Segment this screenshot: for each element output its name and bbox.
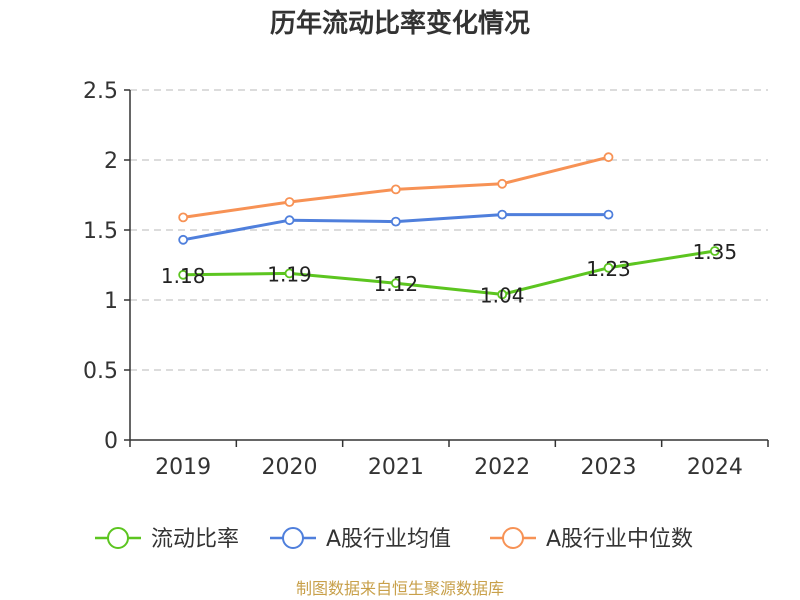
data-point xyxy=(284,197,295,207)
x-axis-ticks: 2019 2020 2021 2022 2023 2024 xyxy=(129,440,769,480)
data-label: 1.12 xyxy=(374,272,419,296)
legend: 流动比率 A股行业均值 A股行业中位数 xyxy=(95,527,693,552)
axes xyxy=(129,90,768,441)
legend-label: A股行业中位数 xyxy=(546,527,693,552)
data-label: 1.19 xyxy=(267,262,312,286)
legend-swatch-marker xyxy=(502,527,524,549)
grid-lines xyxy=(130,89,768,371)
data-point xyxy=(284,268,295,279)
data-point xyxy=(284,215,295,226)
data-point xyxy=(603,152,614,163)
series-line xyxy=(183,249,716,296)
legend-label: A股行业均值 xyxy=(326,527,451,552)
legend-swatch-marker xyxy=(107,527,129,549)
x-tick-label: 2023 xyxy=(581,455,637,480)
y-tick-label: 2 xyxy=(104,149,118,174)
data-point xyxy=(497,289,508,300)
y-tick-label: 1.5 xyxy=(83,219,118,244)
data-point xyxy=(178,212,189,223)
data-point xyxy=(390,278,401,289)
y-tick-label: 0.5 xyxy=(83,359,118,384)
y-tick-label: 1 xyxy=(104,289,118,314)
chart-title: 历年流动比率变化情况 xyxy=(270,8,530,39)
source-note: 制图数据来自恒生聚源数据库 xyxy=(296,579,504,598)
x-tick-label: 2024 xyxy=(687,455,743,480)
data-point xyxy=(178,269,189,280)
data-point xyxy=(390,216,401,227)
x-tick-label: 2019 xyxy=(155,455,211,480)
x-tick-label: 2020 xyxy=(262,455,318,480)
data-point xyxy=(390,184,401,195)
y-tick-label: 0 xyxy=(104,429,118,454)
data-point xyxy=(497,209,508,220)
y-axis-ticks: 0 0.5 1 1.5 2 2.5 xyxy=(83,79,130,454)
y-tick-label: 2.5 xyxy=(83,79,118,104)
data-label: 1.35 xyxy=(693,240,738,264)
x-tick-label: 2021 xyxy=(368,455,424,480)
series-lines xyxy=(178,152,720,300)
data-point xyxy=(603,262,614,273)
x-tick-label: 2022 xyxy=(474,455,530,480)
data-point xyxy=(497,178,508,189)
legend-label: 流动比率 xyxy=(151,527,239,552)
data-label: 1.04 xyxy=(480,283,525,307)
data-label: 1.23 xyxy=(586,257,631,281)
legend-swatch-marker xyxy=(282,527,304,549)
data-point xyxy=(178,234,189,245)
data-point xyxy=(709,246,720,256)
data-labels: 1.18 1.19 1.12 1.04 1.23 1.35 xyxy=(161,240,737,307)
data-point xyxy=(603,209,614,220)
data-label: 1.18 xyxy=(161,264,206,288)
